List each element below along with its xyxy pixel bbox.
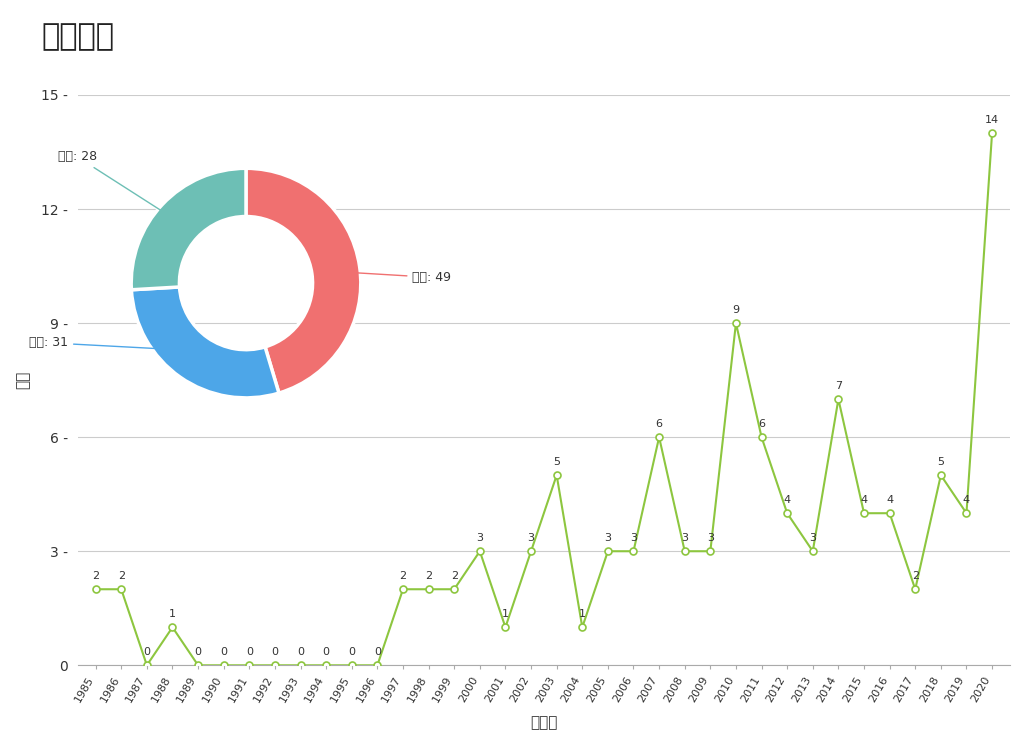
Text: 1: 1 [579,609,585,619]
Text: 0: 0 [348,647,356,657]
Text: 2: 2 [425,571,433,581]
Wedge shape [131,287,279,398]
Text: 14: 14 [985,115,999,124]
Text: 申请趋势: 申请趋势 [41,22,114,51]
Text: 7: 7 [834,381,842,391]
Text: 2: 2 [92,571,99,581]
Text: 0: 0 [272,647,279,657]
Text: 3: 3 [707,533,713,543]
Text: 0: 0 [246,647,253,657]
Text: 4: 4 [886,495,893,505]
Text: 0: 0 [297,647,304,657]
Text: 3: 3 [477,533,484,543]
Text: 4: 4 [860,495,867,505]
Text: 6: 6 [656,419,662,429]
Text: 审中: 28: 审中: 28 [57,150,183,225]
Text: 2: 2 [451,571,458,581]
Text: 6: 6 [758,419,765,429]
Text: 4: 4 [962,495,970,505]
Text: 0: 0 [220,647,228,657]
Wedge shape [131,168,246,290]
Text: 5: 5 [554,457,560,467]
Text: 3: 3 [682,533,688,543]
Text: 3: 3 [528,533,535,543]
Text: 3: 3 [605,533,611,543]
X-axis label: 申请年: 申请年 [530,715,558,730]
Text: 2: 2 [118,571,125,581]
Text: 0: 0 [374,647,381,657]
Text: 1: 1 [169,609,176,619]
Text: 3: 3 [630,533,637,543]
Y-axis label: 数量: 数量 [15,371,30,390]
Text: 失效: 49: 失效: 49 [330,271,451,284]
Text: 4: 4 [783,495,790,505]
Text: 2: 2 [400,571,407,581]
Wedge shape [246,168,361,393]
Text: 0: 0 [323,647,330,657]
Text: 1: 1 [502,609,509,619]
Text: 3: 3 [810,533,816,543]
Text: 有效: 31: 有效: 31 [29,336,196,351]
Text: 2: 2 [911,571,918,581]
Text: 0: 0 [144,647,151,657]
Text: 5: 5 [937,457,944,467]
Text: 0: 0 [195,647,202,657]
Text: 9: 9 [733,305,739,315]
